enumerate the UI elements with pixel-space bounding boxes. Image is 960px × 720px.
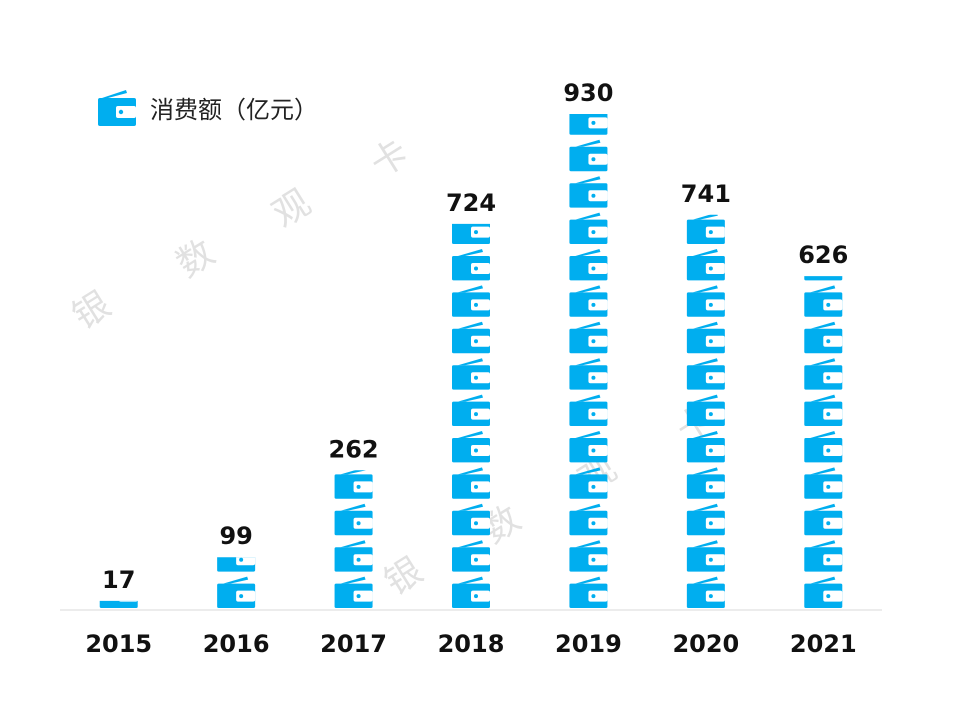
wallet-icon <box>569 358 608 390</box>
wallet-icon <box>686 249 725 281</box>
bar <box>569 114 608 608</box>
bar <box>99 600 138 608</box>
wallet-icon <box>569 540 608 572</box>
wallet-icon <box>569 176 608 208</box>
wallet-icon <box>686 540 725 572</box>
wallet-icon <box>804 358 843 390</box>
bar <box>804 213 843 608</box>
wallet-icon <box>217 557 256 572</box>
wallet-icon <box>569 467 608 499</box>
wallet-icon <box>569 139 608 172</box>
wallet-icon <box>804 213 842 244</box>
wallet-icon <box>804 276 843 281</box>
legend-label: 消费额（亿元） <box>150 95 318 124</box>
wallet-icon <box>686 285 725 317</box>
wallet-icon <box>686 576 725 608</box>
wallet-icon <box>686 321 725 354</box>
wallet-icon <box>804 540 843 572</box>
wallet-icon <box>452 285 490 317</box>
wallet-icon <box>452 467 490 499</box>
wallet-icon <box>569 321 608 354</box>
wallet-icon <box>804 576 843 608</box>
x-tick-label: 2021 <box>790 630 857 658</box>
wallet-icon <box>569 431 608 463</box>
data-label: 262 <box>329 435 379 463</box>
wallet-icon <box>452 503 490 536</box>
wallet-icon <box>569 114 608 135</box>
data-label: 99 <box>219 522 252 550</box>
x-tick-label: 2017 <box>320 630 387 658</box>
wallet-icon <box>569 249 608 281</box>
data-label: 17 <box>102 566 135 594</box>
x-tick-label: 2020 <box>672 630 739 658</box>
wallet-icon <box>334 576 373 608</box>
wallet-icon <box>452 249 490 281</box>
wallet-icon <box>217 576 256 608</box>
wallet-icon <box>334 540 373 572</box>
x-tick-label: 2015 <box>85 630 152 658</box>
wallet-icon <box>804 431 843 463</box>
x-tick-label: 2019 <box>555 630 622 658</box>
bar <box>686 214 725 608</box>
legend: 消费额（亿元） <box>96 86 318 128</box>
wallet-icon <box>452 431 490 463</box>
wallet-icon <box>98 90 136 126</box>
wallet-icon <box>569 576 608 608</box>
wallet-icon <box>804 503 843 536</box>
wallet-icon <box>452 576 490 608</box>
wallet-icon <box>452 394 490 426</box>
wallet-icon <box>569 285 608 317</box>
wallet-icon <box>569 212 608 244</box>
wallet-icon <box>452 358 490 390</box>
x-tick-label: 2016 <box>203 630 270 658</box>
wallet-icon <box>686 358 725 390</box>
data-label: 741 <box>681 180 731 208</box>
wallet-icon <box>334 503 373 536</box>
wallet-icon <box>452 321 490 354</box>
bar <box>452 223 490 608</box>
wallet-icon <box>804 285 843 317</box>
wallet-icon <box>804 467 843 499</box>
wallet-icon <box>569 394 608 426</box>
wallet-icon <box>686 214 725 244</box>
wallet-icon <box>804 321 843 354</box>
bar <box>217 557 256 608</box>
x-tick-label: 2018 <box>438 630 505 658</box>
wallet-icon <box>804 394 843 426</box>
wallet-icon <box>686 394 725 426</box>
wallet-icon <box>569 503 608 536</box>
wallet-icon <box>686 431 725 463</box>
data-label: 626 <box>798 241 848 269</box>
wallet-icon <box>452 223 490 244</box>
wallet-icon <box>99 600 138 608</box>
wallet-icon <box>452 540 490 572</box>
data-label: 930 <box>563 79 613 107</box>
wallet-icon <box>686 467 725 499</box>
data-label: 724 <box>446 189 496 217</box>
bar <box>334 470 373 608</box>
wallet-icon <box>686 503 725 536</box>
wallet-icon <box>334 470 373 499</box>
